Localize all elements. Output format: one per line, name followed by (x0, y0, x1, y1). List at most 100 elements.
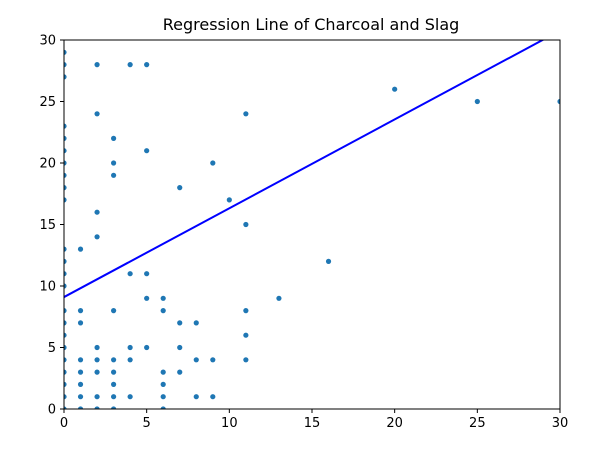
data-point (64, 357, 67, 363)
data-point (193, 357, 199, 363)
data-point (177, 344, 183, 351)
data-point (64, 344, 67, 351)
data-point (226, 197, 232, 203)
data-point (160, 394, 166, 400)
data-point (325, 258, 332, 264)
x-tick-label: 30 (552, 416, 569, 431)
data-point (77, 394, 84, 400)
data-point (144, 271, 150, 277)
data-point (127, 62, 133, 68)
data-point (64, 185, 67, 191)
data-point (77, 320, 84, 326)
x-tick-label: 25 (469, 416, 486, 431)
y-tick-label: 0 (48, 403, 56, 418)
data-point (64, 381, 67, 387)
data-point (111, 394, 117, 400)
data-point (64, 62, 67, 68)
data-point (94, 209, 100, 215)
y-tick-label: 20 (39, 157, 56, 172)
data-point (64, 394, 67, 400)
data-point (160, 369, 166, 375)
data-point (94, 62, 100, 68)
y-tick-label: 30 (39, 34, 56, 49)
x-tick-label: 20 (386, 416, 403, 431)
data-point (127, 344, 133, 351)
data-point (94, 234, 100, 240)
data-point (193, 394, 199, 400)
data-point (474, 98, 480, 105)
plot-area (64, 40, 560, 409)
data-point (392, 86, 398, 92)
data-point (111, 369, 117, 375)
data-point (243, 332, 249, 338)
y-tick-label: 5 (48, 341, 56, 356)
data-point (243, 357, 249, 363)
data-point (243, 221, 249, 228)
data-point (64, 197, 67, 203)
data-point (77, 308, 84, 314)
data-point (276, 295, 282, 301)
data-point (177, 320, 183, 326)
data-point (77, 246, 84, 252)
regression-line (64, 40, 545, 298)
data-point (94, 357, 100, 363)
data-point (64, 332, 67, 338)
y-tick-label: 10 (39, 280, 56, 295)
data-point (160, 295, 166, 301)
data-point (144, 148, 150, 154)
data-point (94, 344, 100, 351)
data-point (127, 394, 133, 400)
data-point (64, 74, 67, 80)
data-point (77, 369, 84, 375)
data-point (127, 357, 133, 363)
data-point (210, 160, 216, 166)
data-point (111, 160, 117, 166)
data-point (77, 381, 84, 387)
x-tick-label: 15 (304, 416, 321, 431)
data-point (64, 123, 67, 129)
data-point (111, 308, 117, 314)
data-point (210, 394, 216, 400)
data-point (64, 160, 67, 166)
y-tick-label: 25 (39, 95, 56, 110)
data-point (193, 320, 199, 326)
data-point (64, 258, 67, 264)
data-point (127, 271, 133, 277)
data-point (64, 135, 67, 141)
data-point (243, 308, 249, 314)
chart-title: Regression Line of Charcoal and Slag (163, 15, 460, 34)
data-point (144, 62, 150, 68)
data-point (94, 111, 100, 117)
data-point (64, 246, 67, 252)
plot-frame (63, 39, 561, 410)
data-point (111, 406, 117, 409)
x-tick-label: 5 (143, 416, 151, 431)
data-point (64, 148, 67, 154)
data-point (557, 98, 560, 105)
data-point (111, 172, 117, 178)
data-point (64, 308, 67, 314)
x-tick-label: 10 (221, 416, 238, 431)
data-point (111, 381, 117, 387)
data-point (94, 406, 100, 409)
data-point (64, 172, 67, 178)
data-point (111, 357, 117, 363)
data-point (94, 369, 100, 375)
y-tick-label: 15 (39, 218, 56, 233)
data-point (160, 308, 166, 314)
data-point (144, 295, 150, 301)
data-point (64, 49, 67, 55)
data-point (64, 406, 67, 409)
data-point (64, 369, 67, 375)
data-point (77, 357, 84, 363)
data-point (64, 320, 67, 326)
data-point (160, 381, 166, 387)
axes: 0 5 10 15 20 25 30 0 5 10 15 20 25 30 (39, 34, 568, 432)
x-tick-label: 0 (60, 416, 68, 431)
data-point (160, 406, 166, 409)
data-point (64, 271, 67, 277)
data-point (210, 357, 216, 363)
data-point (243, 111, 249, 117)
data-point (94, 394, 100, 400)
